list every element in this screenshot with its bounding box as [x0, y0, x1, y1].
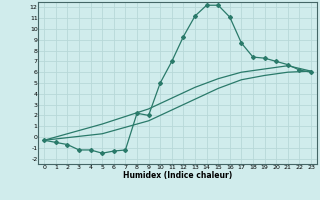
- X-axis label: Humidex (Indice chaleur): Humidex (Indice chaleur): [123, 171, 232, 180]
